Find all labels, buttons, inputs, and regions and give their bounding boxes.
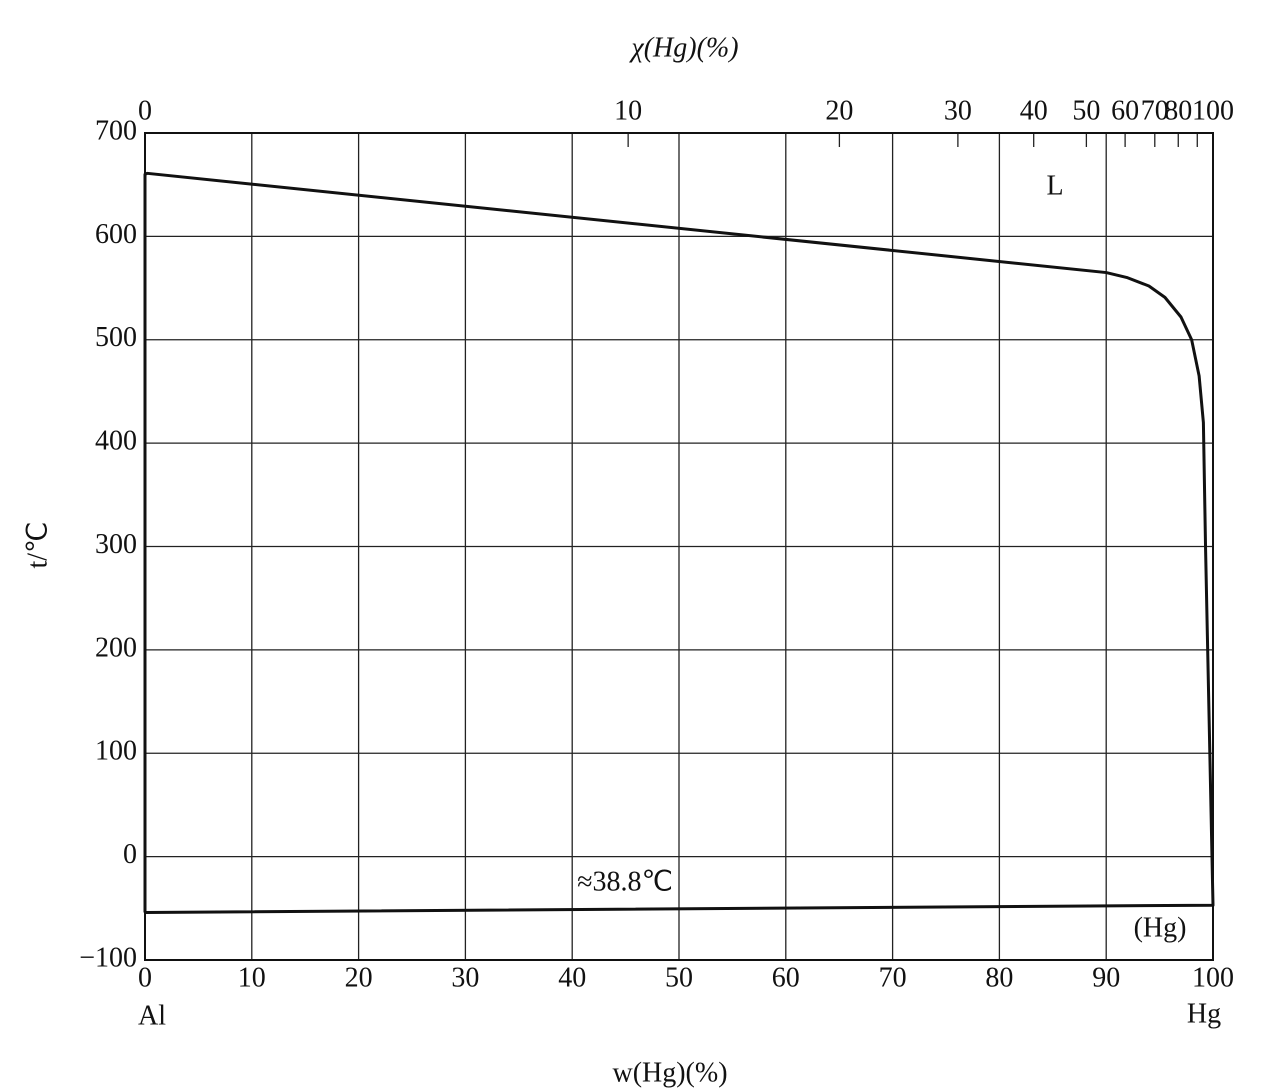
x-tick-label: 80 (985, 962, 1013, 993)
x-axis-title: w(Hg)(%) (612, 1057, 727, 1088)
x2-tick-label: 20 (825, 95, 853, 126)
x-tick-label: 40 (558, 962, 586, 993)
x-tick-label: 10 (238, 962, 266, 993)
x2-tick-label: 100 (1192, 95, 1234, 126)
element-label: Al (138, 1000, 166, 1031)
x-tick-label: 90 (1092, 962, 1120, 993)
top-axis-title: χ(Hg)(%) (628, 32, 738, 63)
y-axis-title: t/℃ (22, 521, 53, 568)
y-tick-label: −100 (79, 942, 137, 973)
x-tick-label: 20 (345, 962, 373, 993)
y-tick-label: 600 (95, 219, 137, 250)
x2-tick-label: 70 (1141, 95, 1169, 126)
y-tick-label: 400 (95, 426, 137, 457)
y-tick-label: 500 (95, 322, 137, 353)
element-label: Hg (1187, 998, 1221, 1029)
x-tick-label: 70 (879, 962, 907, 993)
phase-label: L (1046, 170, 1063, 201)
phase-label: (Hg) (1134, 912, 1187, 943)
x-tick-label: 0 (138, 962, 152, 993)
x-tick-label: 30 (451, 962, 479, 993)
eutectic-label: ≈38.8℃ (577, 866, 673, 897)
x2-tick-label: 40 (1020, 95, 1048, 126)
x2-tick-label: 0 (138, 95, 152, 126)
y-tick-label: 100 (95, 736, 137, 767)
x-tick-label: 50 (665, 962, 693, 993)
y-tick-label: 200 (95, 632, 137, 663)
x2-tick-label: 30 (944, 95, 972, 126)
phase-boundary (143, 171, 1215, 914)
x-tick-label: 60 (772, 962, 800, 993)
y-tick-label: 700 (95, 115, 137, 146)
x2-tick-label: 60 (1111, 95, 1139, 126)
y-tick-label: 0 (123, 839, 137, 870)
y-tick-label: 300 (95, 529, 137, 560)
x2-tick-label: 80 (1164, 95, 1192, 126)
x2-tick-label: 50 (1072, 95, 1100, 126)
x-tick-label: 100 (1192, 962, 1234, 993)
x2-tick-label: 10 (614, 95, 642, 126)
